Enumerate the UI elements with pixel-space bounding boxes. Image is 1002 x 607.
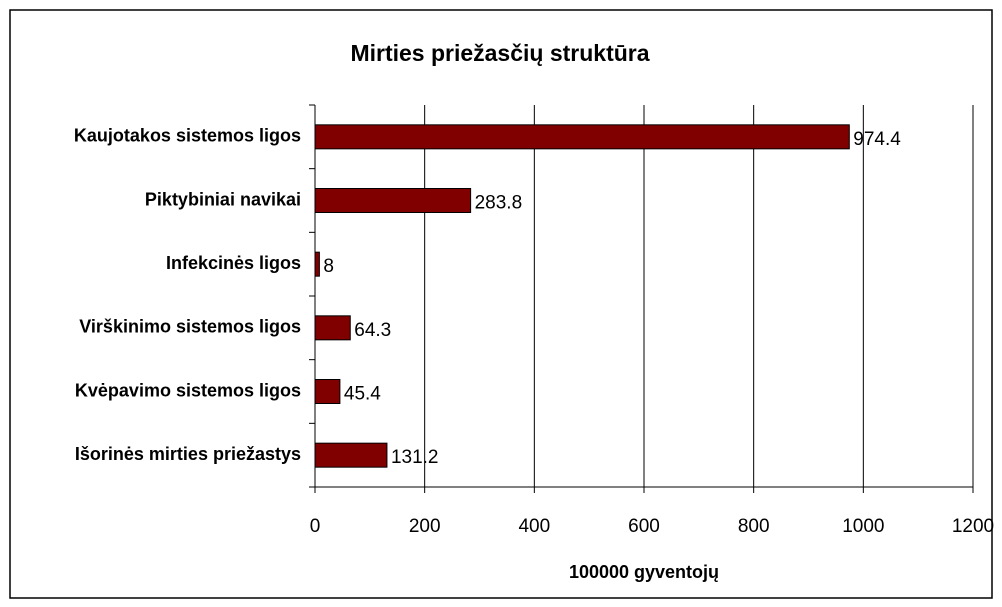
chart-title: Mirties priežasčių struktūra xyxy=(350,40,649,66)
x-axis-label: 100000 gyventojų xyxy=(569,562,719,582)
x-tick-label: 1000 xyxy=(842,516,884,537)
x-tick-label: 800 xyxy=(738,516,770,537)
value-label: 974.4 xyxy=(853,129,901,150)
bar xyxy=(314,442,388,468)
value-label: 64.3 xyxy=(354,320,391,341)
x-tick-label: 0 xyxy=(310,516,321,537)
x-tick-label: 400 xyxy=(518,516,550,537)
value-label: 8 xyxy=(323,256,334,277)
chart-frame xyxy=(9,9,993,599)
value-label: 131.2 xyxy=(391,447,439,468)
x-tick-label: 600 xyxy=(628,516,660,537)
value-label: 283.8 xyxy=(475,193,523,214)
y-tick-label: Virškinimo sistemos ligos xyxy=(79,317,301,337)
y-tick-label: Infekcinės ligos xyxy=(166,253,301,273)
value-label: 45.4 xyxy=(344,384,381,405)
y-tick-label: Kaujotakos sistemos ligos xyxy=(74,126,301,146)
y-tick-label: Piktybiniai navikai xyxy=(145,189,301,209)
y-tick-label: Kvėpavimo sistemos ligos xyxy=(75,380,301,400)
bar xyxy=(314,379,341,404)
bar xyxy=(314,188,472,213)
x-tick-label: 1200 xyxy=(952,516,994,537)
bar xyxy=(314,315,351,341)
y-tick-label: Išorinės mirties priežastys xyxy=(75,444,301,464)
x-tick-label: 200 xyxy=(409,516,441,537)
bar xyxy=(314,124,850,150)
bar xyxy=(314,251,320,277)
